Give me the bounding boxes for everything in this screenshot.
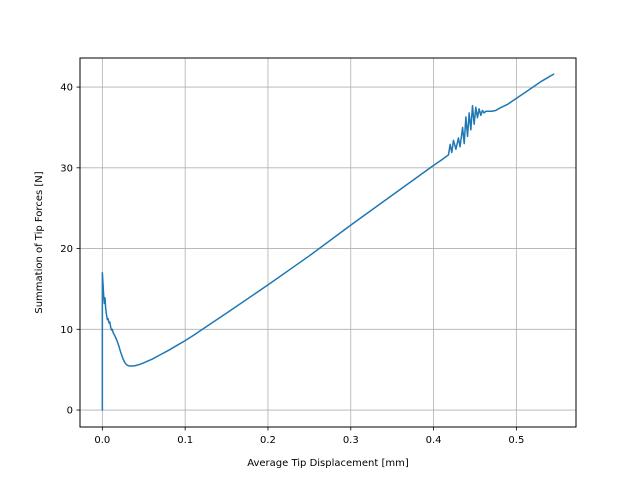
y-tick-label: 0 bbox=[67, 406, 73, 417]
series-layer bbox=[101, 73, 555, 411]
y-axis-label: Summation of Tip Forces [N] bbox=[34, 171, 45, 313]
x-tick-label: 0.2 bbox=[260, 435, 276, 446]
x-tick-label: 0.3 bbox=[343, 435, 359, 446]
series-line bbox=[101, 73, 555, 411]
y-tick-label: 30 bbox=[60, 163, 73, 174]
y-tick-label: 10 bbox=[60, 325, 73, 336]
x-axis-label: Average Tip Displacement [mm] bbox=[247, 458, 409, 469]
grid-lines bbox=[80, 58, 576, 427]
y-axis: 0 10 20 30 40 bbox=[60, 83, 80, 417]
y-tick-label: 40 bbox=[60, 83, 73, 94]
y-tick-label: 20 bbox=[60, 244, 73, 255]
plot-frame bbox=[79, 57, 577, 428]
x-tick-label: 0.5 bbox=[508, 435, 524, 446]
x-tick-label: 0.4 bbox=[426, 435, 442, 446]
x-tick-label: 0.1 bbox=[177, 435, 193, 446]
x-axis: 0.0 0.1 0.2 0.3 0.4 0.5 bbox=[94, 427, 524, 446]
x-tick-label: 0.0 bbox=[94, 435, 110, 446]
